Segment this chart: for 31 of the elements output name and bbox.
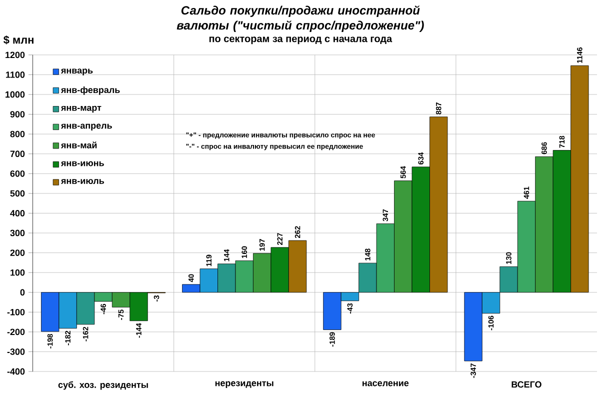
y-tick-label: 800 xyxy=(10,130,25,138)
y-tick-label: 200 xyxy=(10,250,25,256)
y-tick-label: 400 xyxy=(10,210,25,216)
x-tick-label: население xyxy=(362,381,409,386)
legend-label: янв-февраль xyxy=(60,86,120,95)
y-tick-label: 1200 xyxy=(6,52,25,58)
legend-label: январь xyxy=(60,68,93,76)
y-tick-label: 700 xyxy=(10,150,25,158)
chart-subtitle: по секторам за период с начала года xyxy=(209,36,392,44)
x-tick-label: суб. хоз. резиденты xyxy=(58,381,148,390)
y-tick-label: 100 xyxy=(10,269,25,276)
y-tick-label: 300 xyxy=(10,230,25,236)
y-tick-label: -100 xyxy=(7,308,25,316)
legend-label: янв-май xyxy=(60,142,97,148)
y-tick-label: 500 xyxy=(10,190,25,197)
chart-title: Сальдо покупки/продажи иностранной валюты ("чистый спрос/предложение") xyxy=(176,5,424,32)
y-tick-label: 1000 xyxy=(6,91,25,98)
legend-label: янв-июль xyxy=(60,179,104,184)
legend-label: янв-апрель xyxy=(60,124,112,130)
x-tick-label: нерезиденты xyxy=(215,381,274,388)
y-tick-label: -400 xyxy=(7,368,25,375)
y-tick-label: 1100 xyxy=(6,71,25,78)
legend-label: янв-март xyxy=(60,106,102,113)
y-axis-title: $ млн xyxy=(3,35,34,44)
y-tick-label: 900 xyxy=(10,111,25,118)
y-tick-label: -300 xyxy=(7,348,25,355)
legend-label: янв-июнь xyxy=(60,161,104,166)
x-tick-label: ВСЕГО xyxy=(512,381,542,388)
y-tick-label: -200 xyxy=(7,328,25,336)
y-tick-label: 0 xyxy=(20,289,25,296)
y-tick-label: 600 xyxy=(10,170,25,177)
